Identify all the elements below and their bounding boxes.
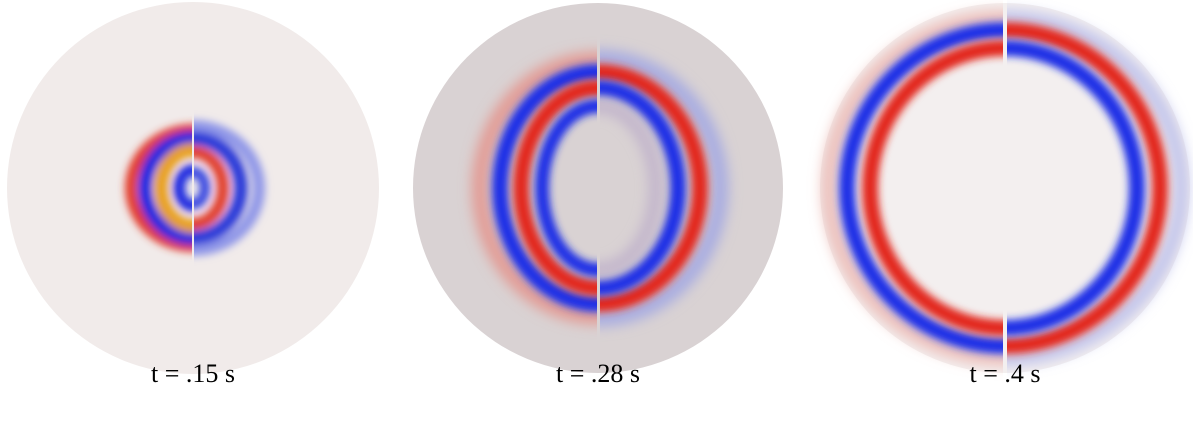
wave-ring <box>513 80 597 296</box>
panel: t = .4 s <box>820 3 1190 388</box>
caption: t = .15 s <box>151 359 235 388</box>
wave-ring <box>1007 12 1187 364</box>
wave-right <box>600 51 727 325</box>
wave-right <box>194 120 265 256</box>
wave-ring <box>194 120 265 256</box>
wave-ring <box>600 51 727 325</box>
wave-ring <box>492 64 597 312</box>
panel: t = .28 s <box>413 3 783 388</box>
wave-ring <box>600 101 661 275</box>
wave-ring <box>839 22 1003 354</box>
wave-ring <box>600 64 708 312</box>
wave-ring <box>600 80 686 296</box>
wave-ring <box>823 12 1003 364</box>
caption: t = .28 s <box>556 359 640 388</box>
wave-ring <box>154 143 192 233</box>
caption: t = .4 s <box>969 359 1040 388</box>
wave-ring <box>194 167 210 209</box>
wave-ring <box>194 146 229 230</box>
panel: t = .15 s <box>7 2 379 388</box>
domain-disk <box>413 3 783 373</box>
wave-left <box>823 12 1003 364</box>
wave-ring <box>862 40 1003 336</box>
wave-ring <box>1007 40 1145 336</box>
wave-ring <box>173 164 192 212</box>
wave-ring <box>194 131 248 245</box>
wave-ring <box>125 124 192 252</box>
wave-ring <box>535 99 597 277</box>
wave-right <box>1007 12 1187 364</box>
wave-left <box>125 124 192 252</box>
wave-ring <box>473 53 597 323</box>
wave-ring <box>138 131 192 245</box>
domain-disk <box>7 2 379 374</box>
wave-ring <box>1007 22 1168 354</box>
wave-left <box>473 53 597 323</box>
